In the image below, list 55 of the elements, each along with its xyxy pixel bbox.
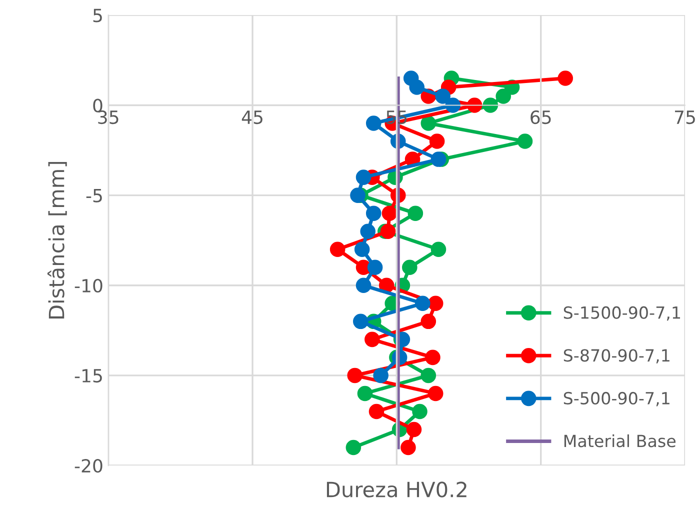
x-tick-label: 45 <box>242 110 262 124</box>
point <box>558 70 573 86</box>
point <box>382 206 398 221</box>
point <box>350 188 366 203</box>
point <box>414 296 430 312</box>
point <box>406 422 422 438</box>
legend-label: S-500-90-7,1 <box>564 392 670 406</box>
point <box>408 206 424 221</box>
point <box>330 242 346 257</box>
point <box>366 116 382 131</box>
point <box>367 260 383 276</box>
point <box>380 224 396 239</box>
point <box>373 368 388 384</box>
point <box>435 88 450 104</box>
point <box>357 386 373 402</box>
point <box>517 134 533 149</box>
x-axis-title: Dureza HV0.2 <box>326 482 466 498</box>
point <box>346 440 362 456</box>
point <box>347 368 363 384</box>
x-tick-label: 55 <box>386 110 407 124</box>
point <box>420 116 436 131</box>
y-tick-label: -5 <box>86 189 102 202</box>
legend-label: Material Base <box>564 434 676 448</box>
legend-label: S-870-90-7,1 <box>564 349 670 364</box>
point <box>402 260 418 276</box>
y-tick-label: 5 <box>93 8 102 22</box>
point <box>356 170 372 185</box>
y-tick-label: -10 <box>74 278 102 292</box>
point <box>428 296 444 312</box>
y-tick-label: -15 <box>74 369 102 383</box>
point <box>420 368 436 384</box>
point <box>429 134 445 149</box>
point <box>353 314 368 330</box>
point <box>412 404 428 420</box>
point <box>356 278 372 294</box>
x-tick-label: 35 <box>98 110 118 124</box>
point <box>409 80 425 95</box>
point <box>425 350 440 366</box>
y-axis-title: Distância [mm] <box>47 162 67 318</box>
point <box>430 242 446 257</box>
point <box>360 224 376 239</box>
x-tick-label: 75 <box>675 110 695 124</box>
point <box>420 314 436 330</box>
y-tick-label: -20 <box>74 458 102 473</box>
x-tick-label: 65 <box>530 110 551 124</box>
point <box>354 242 370 257</box>
point <box>364 332 380 348</box>
y-tick-label: 0 <box>93 98 102 112</box>
point <box>428 386 444 402</box>
point <box>368 404 384 420</box>
point <box>400 440 416 456</box>
point <box>430 152 446 167</box>
legend-label: S-1500-90-7,1 <box>564 306 680 321</box>
point <box>366 206 382 221</box>
point <box>496 88 512 104</box>
